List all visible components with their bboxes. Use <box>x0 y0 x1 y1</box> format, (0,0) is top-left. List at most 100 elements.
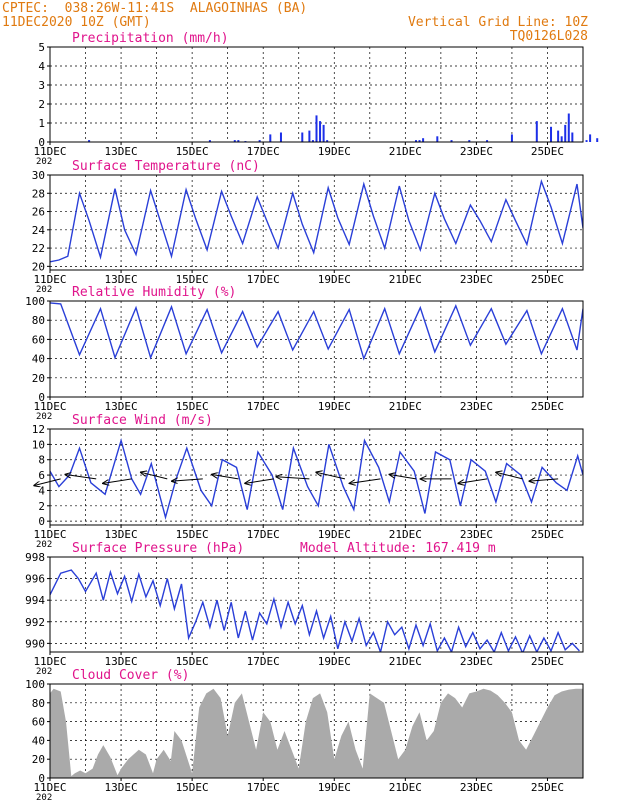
panel-3-ytick-label: 0 <box>38 391 45 404</box>
panel-1-bar <box>208 140 211 142</box>
panel-5-xtick-label: 19DEC <box>318 655 351 668</box>
header-date: 11DEC2020 10Z (GMT) <box>2 15 151 30</box>
panel-1-bar <box>414 140 417 142</box>
panel-2-xtick-label: 23DEC <box>460 273 493 286</box>
panel-6-xtick-label: 11DEC <box>33 781 66 794</box>
panel-4-wind-vector <box>276 477 310 479</box>
panel-1-bar <box>315 115 318 142</box>
panel-1-bar <box>319 121 322 142</box>
panel-2-xtick-label: 15DEC <box>176 273 209 286</box>
panel-3-xtick-label: 13DEC <box>105 400 138 413</box>
panel-4-wind-vector <box>65 475 97 480</box>
panel-4-wind-vector <box>245 478 274 483</box>
panel-4-xtick-label: 13DEC <box>105 528 138 541</box>
panel-4-wind-vector <box>172 479 203 481</box>
panel-4-year-fragment: 202 <box>36 540 52 550</box>
panel-1-xtick-label: 17DEC <box>247 145 280 158</box>
panel-5-title: Surface Pressure (hPa) <box>72 541 244 556</box>
panel-2-ytick-label: 30 <box>32 169 45 182</box>
panel-5-xtick-label: 13DEC <box>105 655 138 668</box>
panel-1-ytick-label: 0 <box>38 136 45 149</box>
panel-1-bar <box>422 138 425 142</box>
panel-4-xtick-label: 17DEC <box>247 528 280 541</box>
panel-6-xtick-label: 19DEC <box>318 781 351 794</box>
panel-6-ytick-label: 20 <box>32 753 45 766</box>
panel-6-title: Cloud Cover (%) <box>72 668 189 683</box>
panel-4-xtick-label: 21DEC <box>389 528 422 541</box>
panel-4-xtick-label: 25DEC <box>531 528 564 541</box>
panel-1-bar <box>258 140 261 142</box>
panel-1-bar <box>589 134 592 142</box>
panel-1-ytick-label: 1 <box>38 117 45 130</box>
panel-1-bar <box>279 132 282 142</box>
panel-4-xtick-label: 23DEC <box>460 528 493 541</box>
panel-3-title: Relative Humidity (%) <box>72 285 236 300</box>
panel-3-ytick-label: 100 <box>25 295 45 308</box>
panel-6-frame <box>49 683 584 779</box>
panel-4-ytick-label: 12 <box>32 423 45 436</box>
panel-1-bar <box>269 134 272 142</box>
panel-1-bar <box>468 140 471 142</box>
panel-3-xtick-label: 17DEC <box>247 400 280 413</box>
panel-6-ytick-label: 60 <box>32 716 45 729</box>
panel-6-ytick-label: 40 <box>32 734 45 747</box>
panel-5-xtick-label: 15DEC <box>176 655 209 668</box>
panel-3-year-fragment: 202 <box>36 412 52 422</box>
panel-1-bar <box>564 124 567 142</box>
panel-2-ytick-label: 26 <box>32 206 45 219</box>
panel-4-wind-vector <box>458 478 488 483</box>
panel-5-xtick-label: 25DEC <box>531 655 564 668</box>
panel-3-ytick-label: 80 <box>32 314 45 327</box>
panel-6-xtick-label: 13DEC <box>105 781 138 794</box>
panel-4-ytick-label: 2 <box>38 500 45 513</box>
panel-1-frame <box>49 46 584 143</box>
panel-1-xtick-label: 13DEC <box>105 145 138 158</box>
panel-3-series-line <box>50 302 583 361</box>
panel-2-xtick-label: 21DEC <box>389 273 422 286</box>
panel-1-bar <box>88 140 91 142</box>
panel-5-xtick-label: 11DEC <box>33 655 66 668</box>
panel-5-year-fragment: 202 <box>36 667 52 677</box>
panel-5-frame <box>49 556 584 653</box>
panel-5-ytick-label: 998 <box>25 551 45 564</box>
panel-1-bar <box>301 132 304 142</box>
panel-1-bar <box>596 138 599 142</box>
panel-1-xtick-label: 23DEC <box>460 145 493 158</box>
header-grid-line: Vertical Grid Line: 10Z <box>407 15 588 30</box>
panel-1-bar <box>557 130 560 142</box>
panel-4-ytick-label: 4 <box>38 484 45 497</box>
panel-1-ytick-label: 2 <box>38 98 45 111</box>
panel-4-ytick-label: 10 <box>32 438 45 451</box>
panel-6-xtick-label: 21DEC <box>389 781 422 794</box>
panel-5-ytick-label: 990 <box>25 637 45 650</box>
panel-3-ytick-label: 40 <box>32 353 45 366</box>
panel-6-year-fragment: 202 <box>36 793 52 800</box>
panel-4-wind-vector <box>496 472 523 480</box>
panel-5-xtick-label: 17DEC <box>247 655 280 668</box>
panel-1-bar <box>233 140 236 142</box>
panel-4-wind-vector <box>316 472 346 480</box>
panel-6-ytick-label: 80 <box>32 697 45 710</box>
panel-3-xtick-label: 19DEC <box>318 400 351 413</box>
panel-2-xtick-label: 17DEC <box>247 273 280 286</box>
panel-4-wind-vector <box>141 472 168 480</box>
panel-2-title: Surface Temperature (nC) <box>72 159 260 174</box>
panel-4-ytick-label: 0 <box>38 515 45 528</box>
panel-1-bar <box>436 136 439 142</box>
panel-6-ytick-label: 0 <box>38 772 45 785</box>
panel-4-xtick-label: 19DEC <box>318 528 351 541</box>
panel-1-bar <box>567 113 570 142</box>
panel-1-xtick-label: 15DEC <box>176 145 209 158</box>
panel-2-xtick-label: 13DEC <box>105 273 138 286</box>
panel-2-xtick-label: 19DEC <box>318 273 351 286</box>
panel-1-bar <box>311 140 314 142</box>
panel-2-xtick-label: 25DEC <box>531 273 564 286</box>
panel-1-bar <box>322 124 325 142</box>
header-model: TQ0126L028 <box>509 29 588 44</box>
panel-4-xtick-label: 15DEC <box>176 528 209 541</box>
panel-1-bar <box>486 140 489 142</box>
panel-1-bar <box>571 132 574 142</box>
panel-3-ytick-label: 20 <box>32 372 45 385</box>
header-station: CPTEC: 038:26W-11:41S ALAGOINHAS (BA) <box>2 1 308 16</box>
